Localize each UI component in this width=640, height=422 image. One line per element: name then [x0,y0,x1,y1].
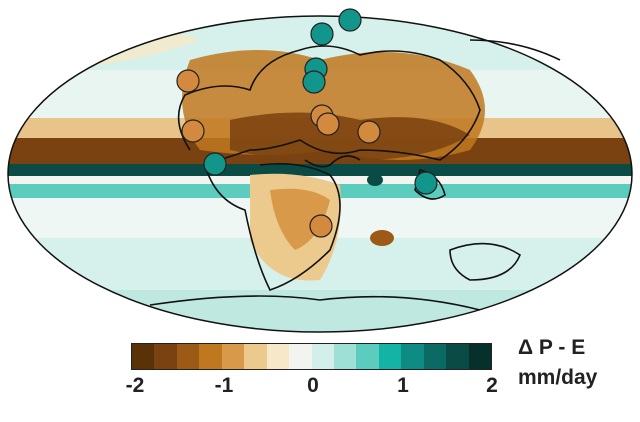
colorbar-tick-label: -2 [125,374,145,397]
colorbar-tick-label: 2 [486,374,498,397]
colorbar-swatch [378,344,402,369]
site-markers [176,8,438,238]
drier-site-marker [316,112,340,136]
colorbar-swatch [154,344,177,369]
colorbar-swatch [221,344,245,369]
colorbar-units: mm/day [518,366,598,389]
pe-anomaly-map [7,8,633,333]
wetter-site-marker [414,171,438,195]
colorbar-swatch [356,344,379,369]
colorbar-swatch [311,344,334,369]
colorbar-swatch [468,344,491,369]
colorbar-swatch [199,344,222,369]
colorbar-swatch [401,344,424,369]
colorbar-tick-label: 0 [307,374,319,397]
colorbar-swatch [333,344,357,369]
wetter-site-marker [203,152,227,176]
drier-site-marker [309,214,333,238]
wetter-site-marker [302,70,326,94]
colorbar-swatch [176,344,200,369]
map-border [7,15,633,333]
colorbar [131,343,492,370]
colorbar-tick-label: 1 [397,374,409,397]
wetter-site-marker [338,8,362,32]
wetter-site-marker [310,22,334,46]
colorbar-title: Δ P - E [518,336,586,359]
drier-site-marker [357,120,381,144]
drier-site-marker [176,69,200,93]
colorbar-swatch [446,344,469,369]
colorbar-swatch [132,344,155,369]
colorbar-swatch [244,344,267,369]
colorbar-tick-label: -1 [214,374,234,397]
colorbar-swatch [266,344,290,369]
drier-site-marker [181,119,205,143]
colorbar-swatch [289,344,312,369]
colorbar-swatch [423,344,447,369]
coastlines [149,39,561,311]
